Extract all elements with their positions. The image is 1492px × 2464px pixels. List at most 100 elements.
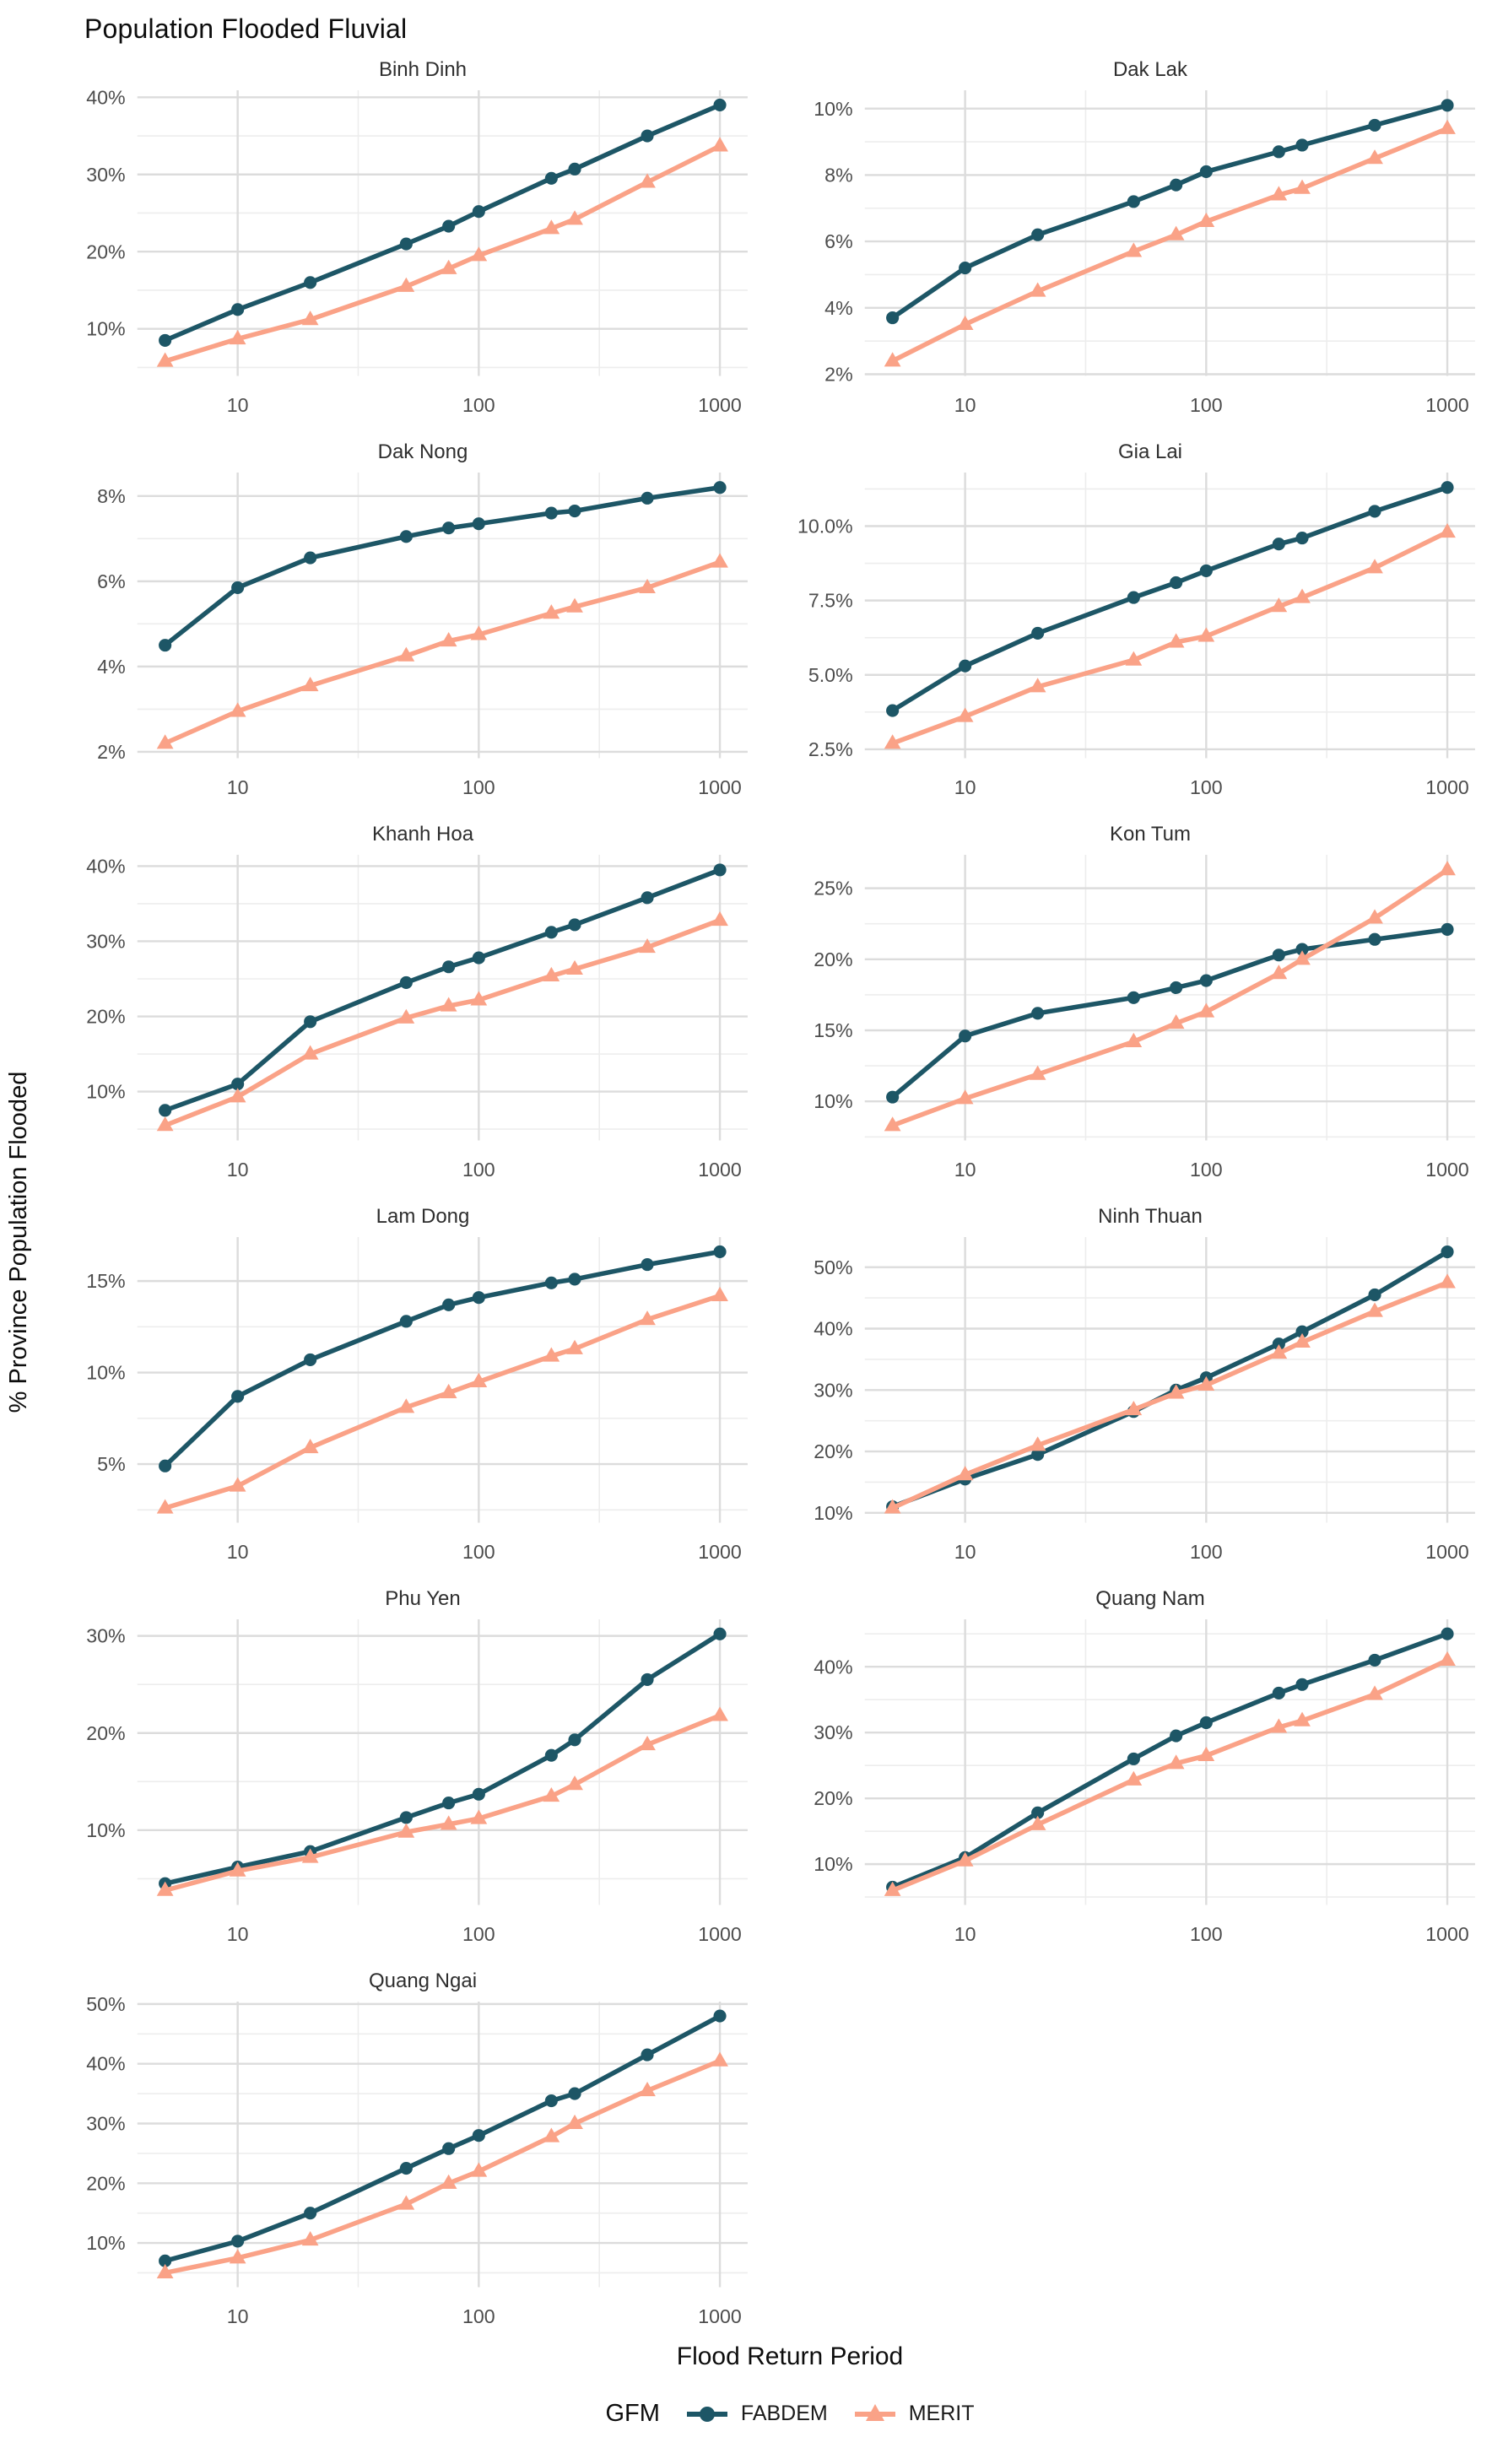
legend-entry-label: MERIT (908, 2402, 975, 2426)
facet-dak-lak: Dak Lak 2% 4% 6% 8% 10% 10 100 1000 (776, 57, 1482, 427)
legend: GFM FABDEM MERIT (49, 2400, 1482, 2428)
tick-labels: 2% 4% 6% 8% 10% 10 100 1000 (814, 98, 1469, 416)
svg-text:1000: 1000 (1425, 776, 1469, 798)
facet-plot-binh-dinh: 10% 20% 30% 40% 10 100 1000 (86, 86, 748, 416)
svg-text:100: 100 (462, 394, 495, 416)
facet-title: Phu Yen (385, 1586, 461, 1610)
facet-quang-nam: Quang Nam 10% 20% 30% 40% 10 100 1000 (776, 1586, 1482, 1956)
svg-text:30%: 30% (814, 1379, 852, 1401)
svg-text:1000: 1000 (698, 1922, 742, 1944)
svg-text:10%: 10% (814, 1090, 852, 1112)
svg-text:30%: 30% (86, 2112, 125, 2134)
page-title: Population Flooded Fluvial (84, 14, 408, 44)
tick-labels: 10% 20% 30% 10 100 1000 (86, 1624, 742, 1944)
major-gridlines (864, 1618, 1475, 1905)
svg-text:1000: 1000 (1425, 1540, 1469, 1562)
svg-text:10%: 10% (814, 1853, 852, 1875)
tick-labels: 10% 20% 30% 40% 50% 10 100 1000 (86, 1995, 742, 2327)
minor-gridlines (864, 90, 1475, 376)
facet-plot-ninh-thuan: 10% 20% 30% 40% 50% 10 100 1000 (814, 1236, 1475, 1562)
svg-text:100: 100 (1190, 1922, 1223, 1944)
major-gridlines (137, 1236, 748, 1523)
facet-plot-dak-nong: 2% 4% 6% 8% 10 100 1000 (97, 472, 748, 798)
tick-labels: 2.5% 5.0% 7.5% 10.0% 10 100 1000 (797, 515, 1469, 797)
x-axis-title: Flood Return Period (676, 2342, 904, 2371)
svg-text:10%: 10% (814, 98, 852, 120)
svg-text:100: 100 (1190, 776, 1223, 798)
svg-text:10%: 10% (86, 1819, 125, 1841)
svg-text:10: 10 (954, 1159, 976, 1181)
svg-text:1000: 1000 (698, 776, 742, 798)
major-gridlines (137, 1618, 748, 1905)
legend-entry-fabdem: FABDEM (685, 2402, 828, 2427)
svg-text:30%: 30% (86, 164, 125, 186)
major-gridlines (137, 90, 748, 376)
svg-text:40%: 40% (814, 1656, 852, 1678)
series-merit (884, 119, 1456, 367)
legend-entry-label: FABDEM (740, 2402, 828, 2426)
legend-triangle-icon (854, 2403, 895, 2421)
svg-text:10%: 10% (86, 2232, 125, 2254)
series-merit (156, 1286, 728, 1514)
svg-text:10%: 10% (86, 1080, 125, 1102)
svg-text:15%: 15% (814, 1019, 852, 1041)
series-fabdem (159, 2009, 727, 2267)
facet-plot-quang-ngai: 10% 20% 30% 40% 50% 10 100 1000 (86, 1995, 748, 2327)
svg-text:4%: 4% (97, 656, 125, 678)
svg-text:10%: 10% (814, 1502, 852, 1524)
svg-text:40%: 40% (86, 855, 125, 877)
facet-title: Dak Nong (377, 440, 468, 463)
svg-text:40%: 40% (86, 86, 125, 108)
facet-title: Khanh Hoa (371, 822, 474, 846)
svg-text:20%: 20% (86, 2172, 125, 2194)
svg-text:5.0%: 5.0% (808, 664, 853, 686)
facet-plot-quang-nam: 10% 20% 30% 40% 10 100 1000 (814, 1618, 1475, 1944)
tick-labels: 10% 20% 30% 40% 10 100 1000 (86, 855, 742, 1180)
svg-text:6%: 6% (824, 230, 852, 252)
series-fabdem (159, 863, 727, 1117)
svg-text:10: 10 (954, 1540, 976, 1562)
tick-labels: 10% 15% 20% 25% 10 100 1000 (814, 877, 1469, 1180)
legend-title: GFM (605, 2400, 660, 2428)
chart-area: % Province Population Flooded Binh Dinh 1… (0, 57, 1492, 2428)
svg-text:1000: 1000 (1425, 394, 1469, 416)
svg-text:10%: 10% (86, 1361, 125, 1383)
svg-text:10: 10 (954, 394, 976, 416)
major-gridlines (137, 854, 748, 1141)
svg-text:100: 100 (462, 1540, 495, 1562)
svg-text:10: 10 (954, 776, 976, 798)
facet-lam-dong: Lam Dong 5% 10% 15% 10 100 1000 (49, 1203, 754, 1574)
svg-text:40%: 40% (814, 1317, 852, 1339)
svg-text:100: 100 (462, 776, 495, 798)
tick-labels: 10% 20% 30% 40% 50% 10 100 1000 (814, 1256, 1469, 1562)
svg-text:7.5%: 7.5% (808, 590, 853, 612)
facet-quang-ngai: Quang Ngai 10% 20% 30% 40% 50% 10 100 1000 (49, 1968, 754, 2338)
minor-gridlines (864, 854, 1475, 1141)
svg-text:100: 100 (462, 1922, 495, 1944)
facet-gia-lai: Gia Lai 2.5% 5.0% 7.5% 10.0% 10 100 1000 (776, 439, 1482, 809)
svg-text:50%: 50% (814, 1256, 852, 1278)
series-merit (156, 553, 728, 749)
svg-text:100: 100 (462, 2305, 495, 2326)
svg-text:10: 10 (227, 1922, 249, 1944)
facet-kon-tum: Kon Tum 10% 15% 20% 25% 10 100 1000 (776, 821, 1482, 1191)
minor-gridlines (137, 90, 748, 376)
svg-text:1000: 1000 (698, 2305, 742, 2326)
svg-text:30%: 30% (86, 1624, 125, 1646)
svg-text:2%: 2% (97, 741, 125, 763)
facet-plot-khanh-hoa: 10% 20% 30% 40% 10 100 1000 (86, 854, 748, 1181)
series-fabdem (886, 481, 1454, 717)
svg-text:20%: 20% (86, 1721, 125, 1743)
minor-gridlines (137, 1236, 748, 1523)
minor-gridlines (137, 1618, 748, 1905)
legend-entry-merit: MERIT (853, 2402, 975, 2427)
svg-text:20%: 20% (814, 1440, 852, 1462)
series-merit (156, 2051, 728, 2278)
facet-plot-phu-yen: 10% 20% 30% 10 100 1000 (86, 1618, 748, 1944)
svg-text:10.0%: 10.0% (797, 515, 853, 537)
svg-text:30%: 30% (86, 930, 125, 952)
svg-text:100: 100 (462, 1159, 495, 1181)
tick-labels: 10% 20% 30% 40% 10 100 1000 (86, 86, 742, 415)
facet-title: Quang Ngai (368, 1969, 478, 1992)
facet-title: Quang Nam (1095, 1586, 1205, 1610)
